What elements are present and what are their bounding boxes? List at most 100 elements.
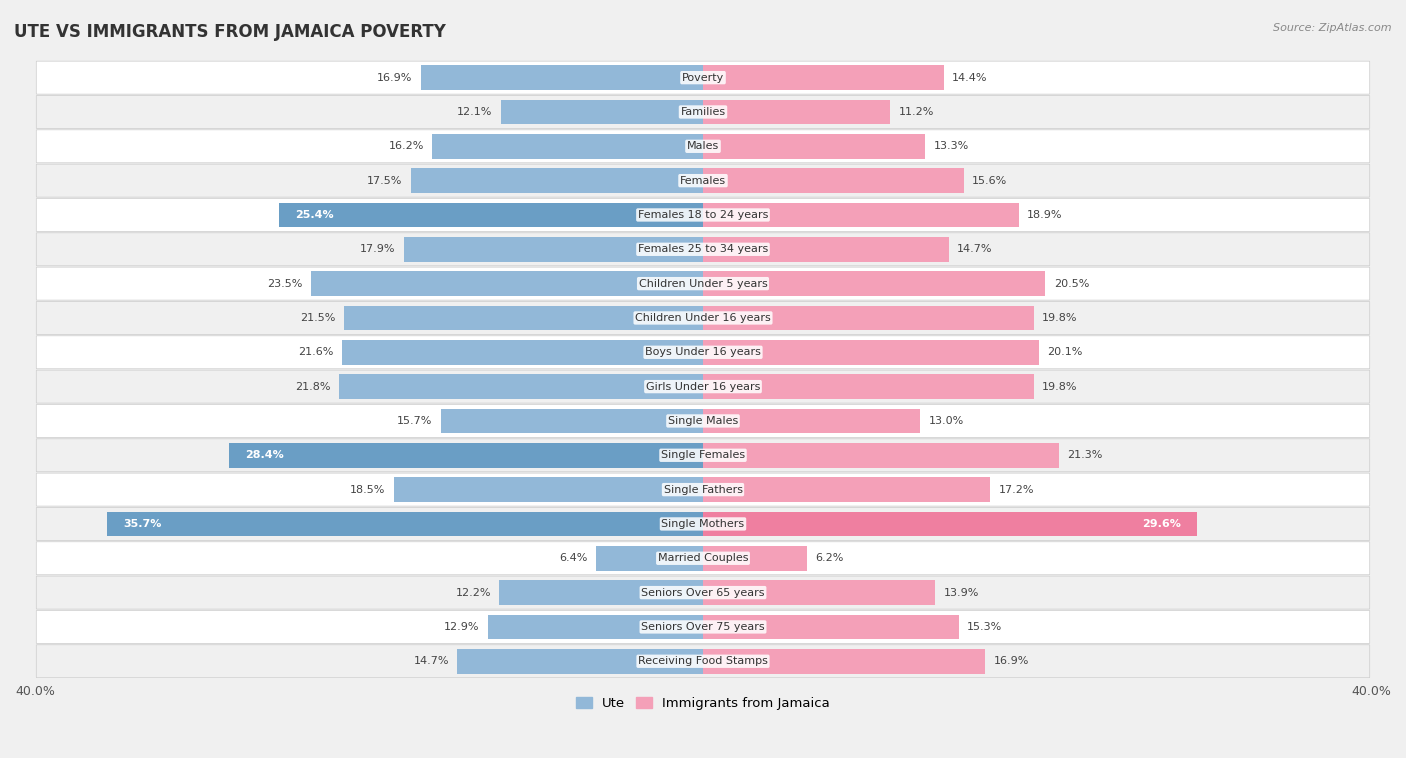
FancyBboxPatch shape: [37, 233, 1369, 266]
Text: 12.2%: 12.2%: [456, 587, 491, 597]
Text: 13.0%: 13.0%: [928, 416, 963, 426]
Bar: [229, 443, 703, 468]
FancyBboxPatch shape: [37, 542, 1369, 575]
Text: Girls Under 16 years: Girls Under 16 years: [645, 381, 761, 392]
Text: 13.9%: 13.9%: [943, 587, 979, 597]
Text: 14.7%: 14.7%: [413, 656, 449, 666]
FancyBboxPatch shape: [37, 507, 1369, 540]
Text: 21.8%: 21.8%: [295, 381, 330, 392]
FancyBboxPatch shape: [37, 370, 1369, 403]
Bar: [703, 340, 1039, 365]
Bar: [596, 546, 703, 571]
Bar: [703, 443, 1059, 468]
FancyBboxPatch shape: [37, 164, 1369, 197]
Text: 11.2%: 11.2%: [898, 107, 934, 117]
Text: Single Females: Single Females: [661, 450, 745, 460]
Text: Children Under 16 years: Children Under 16 years: [636, 313, 770, 323]
Text: 16.9%: 16.9%: [994, 656, 1029, 666]
Text: 20.1%: 20.1%: [1047, 347, 1083, 357]
Bar: [339, 374, 703, 399]
Text: 21.6%: 21.6%: [298, 347, 333, 357]
Bar: [394, 478, 703, 502]
Text: Females: Females: [681, 176, 725, 186]
Bar: [703, 237, 949, 262]
Bar: [342, 340, 703, 365]
Text: Seniors Over 65 years: Seniors Over 65 years: [641, 587, 765, 597]
Text: 15.3%: 15.3%: [967, 622, 1002, 632]
FancyBboxPatch shape: [37, 130, 1369, 163]
Bar: [501, 99, 703, 124]
Text: 21.5%: 21.5%: [301, 313, 336, 323]
Text: 19.8%: 19.8%: [1042, 381, 1077, 392]
FancyBboxPatch shape: [37, 336, 1369, 368]
Text: 29.6%: 29.6%: [1142, 519, 1181, 529]
Bar: [433, 134, 703, 158]
Text: Single Fathers: Single Fathers: [664, 484, 742, 495]
Text: 17.5%: 17.5%: [367, 176, 402, 186]
Bar: [499, 580, 703, 605]
Text: UTE VS IMMIGRANTS FROM JAMAICA POVERTY: UTE VS IMMIGRANTS FROM JAMAICA POVERTY: [14, 23, 446, 41]
Bar: [311, 271, 703, 296]
Bar: [703, 409, 920, 434]
Text: Poverty: Poverty: [682, 73, 724, 83]
Text: Single Mothers: Single Mothers: [661, 519, 745, 529]
Bar: [703, 271, 1046, 296]
FancyBboxPatch shape: [37, 199, 1369, 231]
Legend: Ute, Immigrants from Jamaica: Ute, Immigrants from Jamaica: [571, 691, 835, 715]
Bar: [488, 615, 703, 639]
Text: Source: ZipAtlas.com: Source: ZipAtlas.com: [1274, 23, 1392, 33]
Text: 12.9%: 12.9%: [444, 622, 479, 632]
Text: 12.1%: 12.1%: [457, 107, 492, 117]
Text: Boys Under 16 years: Boys Under 16 years: [645, 347, 761, 357]
Bar: [703, 374, 1033, 399]
Text: 16.9%: 16.9%: [377, 73, 412, 83]
FancyBboxPatch shape: [37, 473, 1369, 506]
FancyBboxPatch shape: [37, 576, 1369, 609]
Bar: [703, 65, 943, 90]
FancyBboxPatch shape: [37, 302, 1369, 334]
Bar: [441, 409, 703, 434]
Text: Females 18 to 24 years: Females 18 to 24 years: [638, 210, 768, 220]
Text: 15.7%: 15.7%: [396, 416, 433, 426]
Bar: [344, 305, 703, 330]
Text: Females 25 to 34 years: Females 25 to 34 years: [638, 244, 768, 254]
Text: 19.8%: 19.8%: [1042, 313, 1077, 323]
Bar: [278, 202, 703, 227]
Text: 14.4%: 14.4%: [952, 73, 987, 83]
Bar: [107, 512, 703, 537]
Text: 28.4%: 28.4%: [246, 450, 284, 460]
Bar: [703, 202, 1019, 227]
FancyBboxPatch shape: [37, 405, 1369, 437]
Text: 17.9%: 17.9%: [360, 244, 395, 254]
FancyBboxPatch shape: [37, 96, 1369, 128]
Text: 17.2%: 17.2%: [998, 484, 1035, 495]
Bar: [703, 478, 990, 502]
Bar: [703, 546, 807, 571]
Bar: [703, 168, 963, 193]
Text: Children Under 5 years: Children Under 5 years: [638, 279, 768, 289]
Text: 18.5%: 18.5%: [350, 484, 385, 495]
Text: 35.7%: 35.7%: [124, 519, 162, 529]
Bar: [703, 99, 890, 124]
Bar: [703, 615, 959, 639]
Bar: [703, 580, 935, 605]
Text: 6.4%: 6.4%: [560, 553, 588, 563]
Text: 13.3%: 13.3%: [934, 141, 969, 152]
FancyBboxPatch shape: [37, 645, 1369, 678]
Bar: [404, 237, 703, 262]
Bar: [457, 649, 703, 674]
Text: Families: Families: [681, 107, 725, 117]
Text: 14.7%: 14.7%: [957, 244, 993, 254]
Bar: [703, 305, 1033, 330]
FancyBboxPatch shape: [37, 267, 1369, 300]
Text: 21.3%: 21.3%: [1067, 450, 1102, 460]
Text: 6.2%: 6.2%: [815, 553, 844, 563]
FancyBboxPatch shape: [37, 610, 1369, 644]
Text: 18.9%: 18.9%: [1026, 210, 1063, 220]
Text: 25.4%: 25.4%: [295, 210, 335, 220]
Bar: [703, 512, 1198, 537]
Text: Males: Males: [688, 141, 718, 152]
Bar: [703, 649, 986, 674]
Text: Receiving Food Stamps: Receiving Food Stamps: [638, 656, 768, 666]
Bar: [420, 65, 703, 90]
